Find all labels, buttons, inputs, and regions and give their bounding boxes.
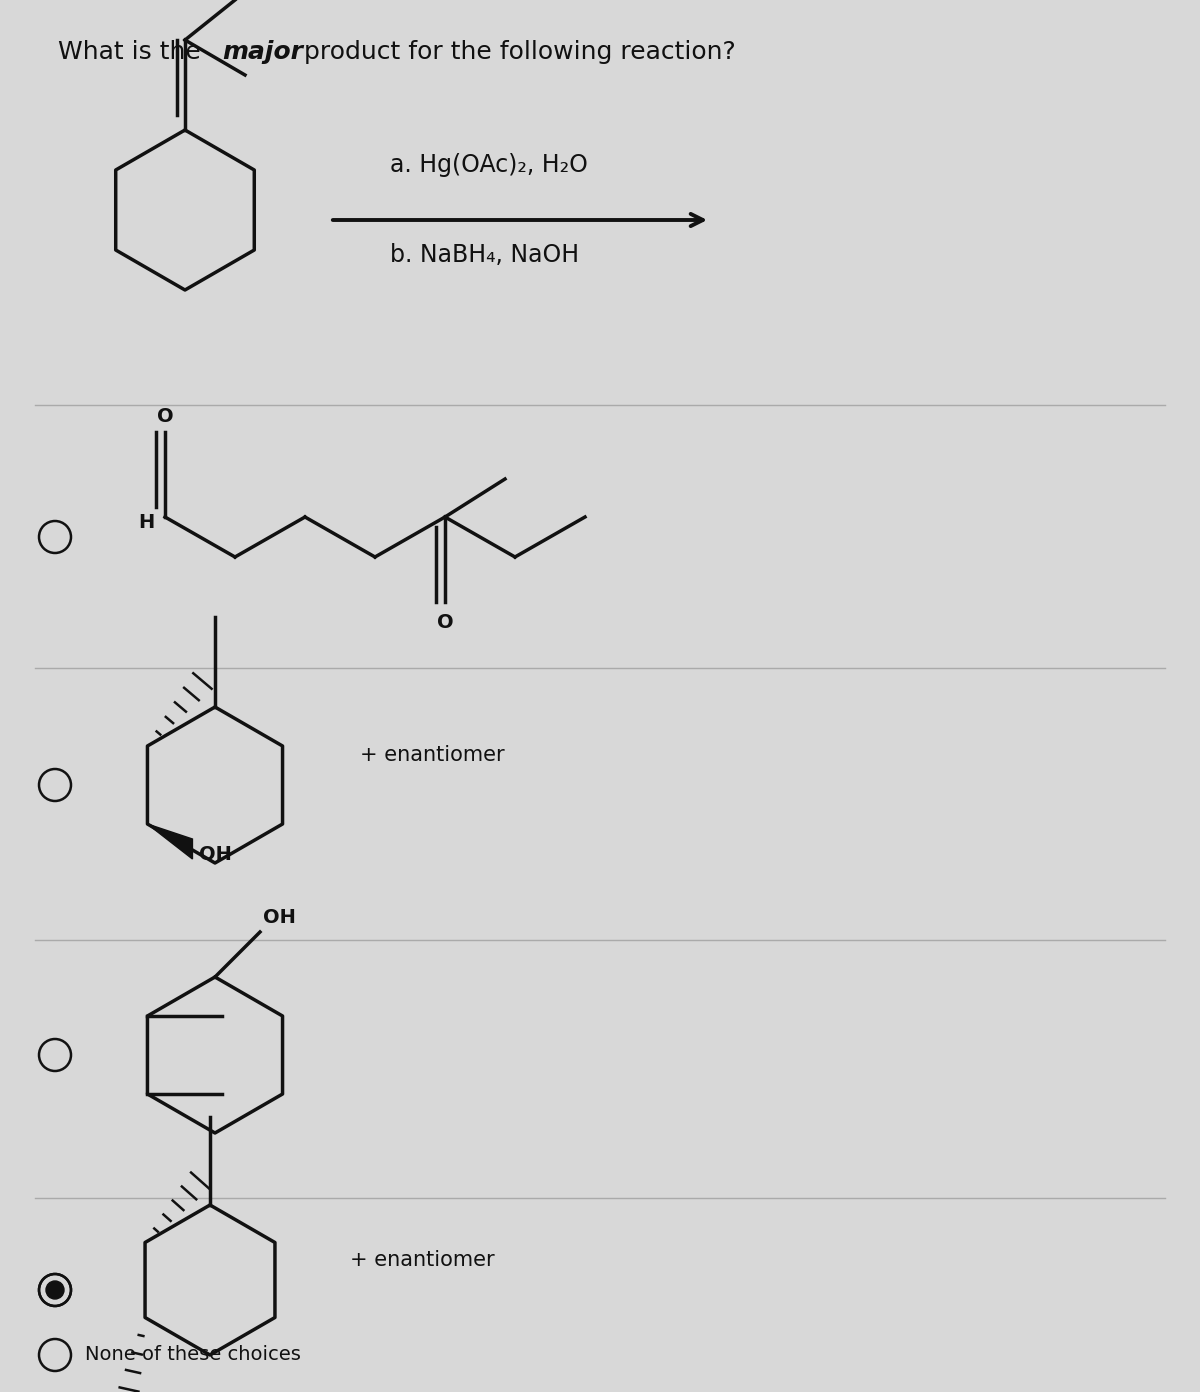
Polygon shape [148, 824, 192, 859]
Text: major: major [222, 40, 302, 64]
Text: b. NaBH₄, NaOH: b. NaBH₄, NaOH [390, 244, 580, 267]
Text: OH: OH [263, 908, 296, 927]
Text: O: O [437, 612, 454, 632]
Text: None of these choices: None of these choices [85, 1346, 301, 1364]
Text: H: H [139, 512, 155, 532]
Circle shape [46, 1281, 64, 1299]
Text: a. Hg(OAc)₂, H₂O: a. Hg(OAc)₂, H₂O [390, 153, 588, 177]
Text: O: O [157, 408, 173, 426]
Text: What is the: What is the [58, 40, 209, 64]
Text: + enantiomer: + enantiomer [360, 745, 505, 766]
Text: product for the following reaction?: product for the following reaction? [296, 40, 736, 64]
Text: OH: OH [199, 845, 233, 863]
Text: + enantiomer: + enantiomer [350, 1250, 494, 1270]
